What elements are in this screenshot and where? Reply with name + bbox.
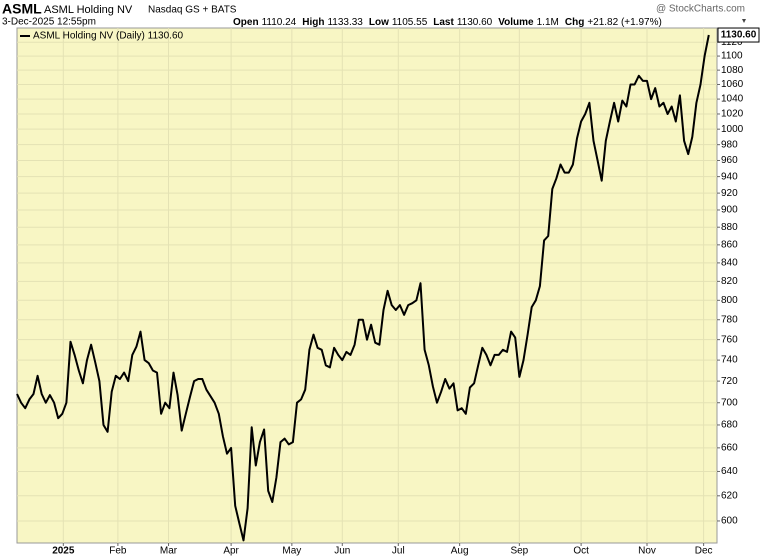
quote-value: +21.82 (+1.97%): [587, 17, 662, 28]
y-tick-label: 940: [721, 171, 738, 182]
y-tick-label: 1100: [721, 51, 743, 62]
y-tick-label: 780: [721, 314, 738, 325]
x-tick-label: May: [282, 546, 301, 557]
y-tick-label: 1000: [721, 124, 744, 135]
y-tick-label: 720: [721, 376, 738, 387]
plot-area: [16, 27, 718, 544]
source: @ StockCharts.com: [656, 4, 745, 15]
y-tick-label: 1040: [721, 94, 744, 105]
quote-label: Last: [433, 17, 454, 28]
y-tick-label: 860: [721, 239, 738, 250]
quote-label: High: [302, 17, 324, 28]
y-tick-label: 740: [721, 355, 738, 366]
y-tick-label: 960: [721, 155, 738, 166]
quote-value: 1.1M: [537, 17, 559, 28]
last-value-box: [717, 27, 760, 43]
quote-label: Chg: [565, 17, 584, 28]
y-tick-label: 920: [721, 188, 738, 199]
dropdown-icon[interactable]: [742, 19, 746, 23]
y-tick-label: 840: [721, 258, 738, 269]
y-tick-label: 600: [721, 516, 738, 527]
quote-value: 1133.33: [327, 17, 363, 28]
x-tick-label: Sep: [510, 546, 528, 557]
quote-value: 1105.55: [392, 17, 428, 28]
quote-label: Volume: [498, 17, 534, 28]
legend-label: ASML Holding NV (Daily) 1130.60: [33, 31, 184, 42]
exchange: Nasdaq GS + BATS: [148, 5, 237, 16]
y-tick-label: 880: [721, 222, 738, 233]
y-tick-label: 640: [721, 466, 738, 477]
chart-title: ASML Holding NV: [44, 4, 133, 16]
quote-value: 1130.60: [457, 17, 493, 28]
y-tick-label: 660: [721, 442, 738, 453]
x-tick-label: Jul: [392, 546, 405, 557]
quote-label: Low: [369, 17, 389, 28]
x-tick-label: 2025: [52, 546, 75, 557]
y-tick-label: 760: [721, 334, 738, 345]
y-tick-label: 1020: [721, 109, 744, 120]
y-tick-label: 800: [721, 295, 738, 306]
quote-label: Open: [233, 17, 259, 28]
price-line: [16, 34, 710, 542]
x-tick-label: Oct: [573, 546, 589, 557]
plot-layer: 600 620 640 660 680 700 720 740 760 780 800 820 840 8…: [16, 27, 760, 557]
last-value-label: 1130.60: [721, 30, 757, 41]
x-tick-label: Feb: [109, 546, 127, 557]
y-tick-label: 980: [721, 139, 738, 150]
y-tick-label: 1060: [721, 79, 744, 90]
y-tick-label: 700: [721, 397, 738, 408]
x-tick-label: Jun: [334, 546, 350, 557]
y-tick-label: 620: [721, 490, 738, 501]
x-tick-label: Nov: [638, 546, 656, 557]
quote-value: 1110.24: [262, 17, 297, 28]
y-tick-label: 1080: [721, 65, 744, 76]
date: 3-Dec-2025 12:55pm: [2, 17, 96, 28]
quote: Open 1110.24 High 1133.33 Low 1105.55 Last 1130…: [233, 17, 662, 28]
x-tick-label: Mar: [160, 546, 178, 557]
y-tick-label: 900: [721, 205, 738, 216]
y-tick-label: 680: [721, 420, 738, 431]
x-tick-label: Dec: [695, 546, 713, 557]
y-tick-label: 820: [721, 276, 738, 287]
symbol: ASML: [2, 1, 42, 17]
x-tick-label: Aug: [451, 546, 469, 557]
x-tick-label: Apr: [223, 546, 239, 557]
